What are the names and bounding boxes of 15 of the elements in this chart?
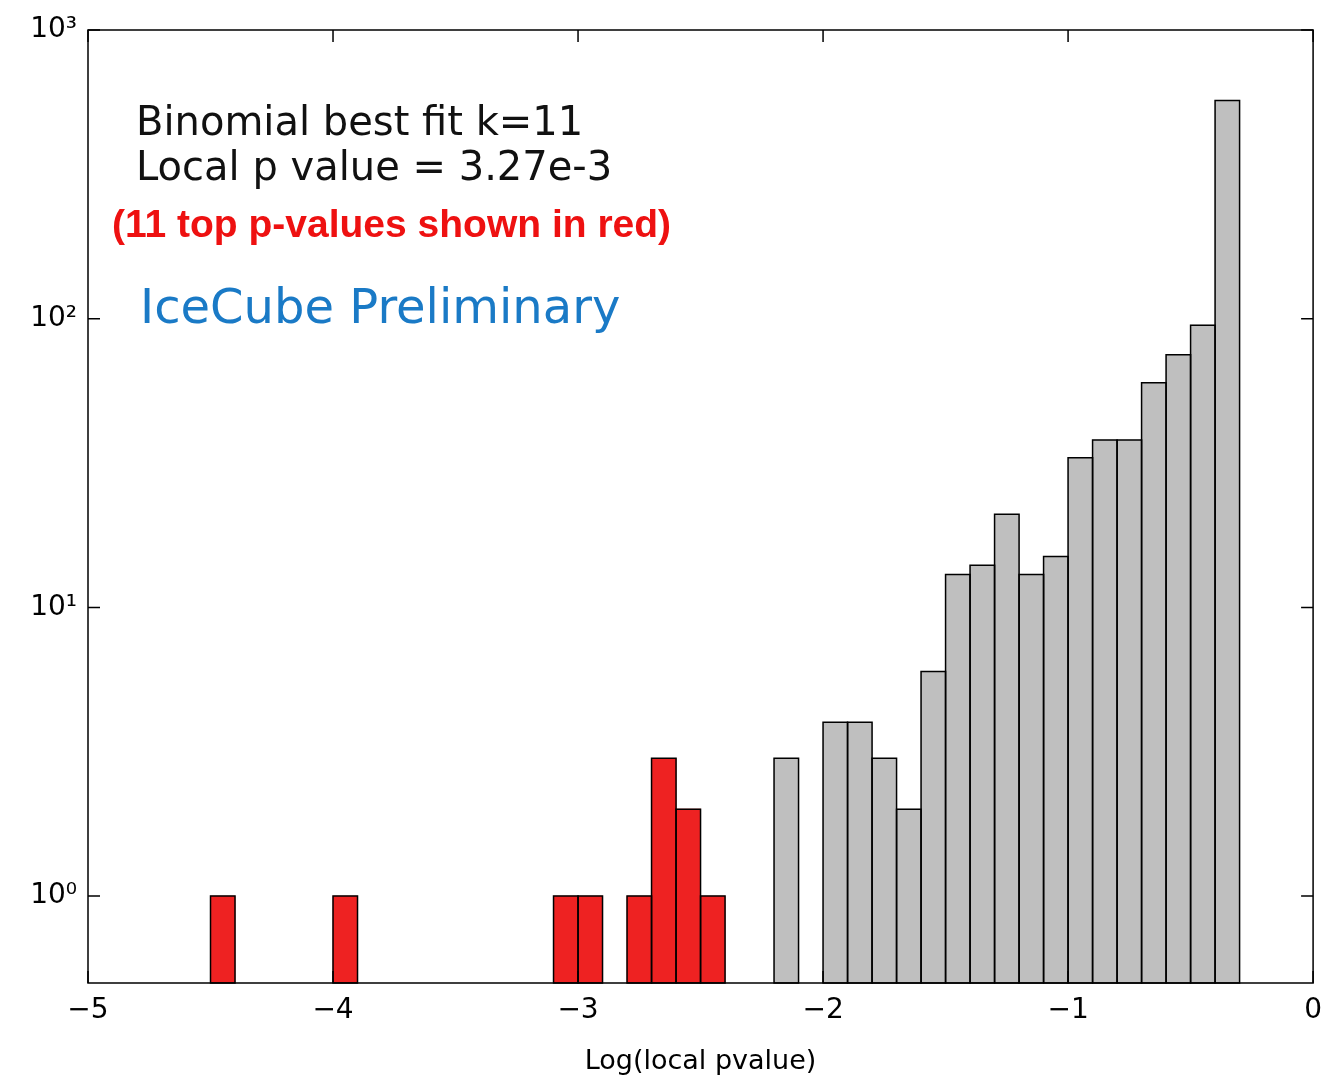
annotation: (11 top p-values shown in red) [112,202,672,246]
y-tick-label: 10⁰ [30,877,77,911]
x-tick-label: −1 [1047,992,1089,1026]
x-tick-label: −4 [312,992,354,1026]
y-tick-label: 10² [30,299,77,333]
x-tick-label: −3 [557,992,599,1026]
x-tick-label: 0 [1304,992,1323,1026]
x-tick-label: −5 [67,992,109,1026]
y-tick-label: 10¹ [30,588,77,622]
x-tick-label: −2 [802,992,844,1026]
x-axis-title: Log(local pvalue) [584,1043,817,1075]
annotation: Binomial best fit k=11 [136,98,584,144]
annotation: IceCube Preliminary [140,278,621,334]
y-tick-label: 10³ [30,11,77,45]
annotation: Local p value = 3.27e-3 [136,143,613,189]
